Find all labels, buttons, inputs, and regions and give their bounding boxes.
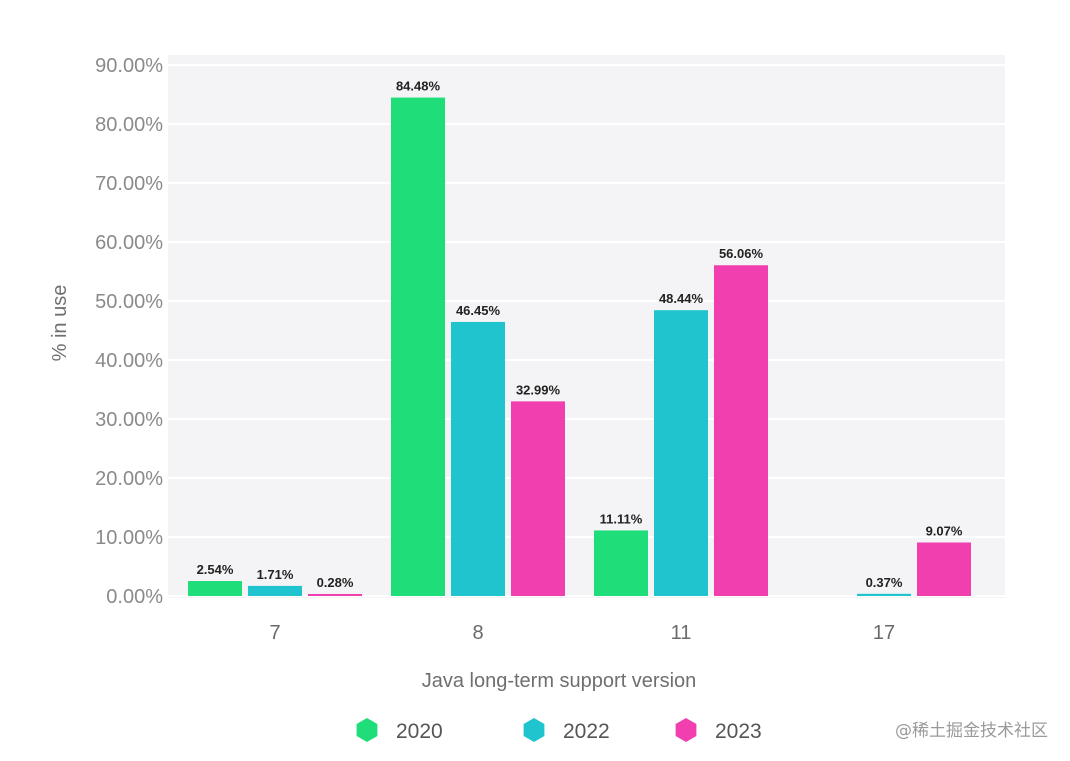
legend-label-2023: 2023 [715,720,762,743]
bar-2023-7 [308,594,362,596]
data-label: 0.28% [317,575,354,590]
x-tick-label: 7 [269,622,280,644]
y-tick-label: 0.00% [106,586,163,608]
bar-2022-7 [248,585,302,596]
y-tick-label: 80.00% [95,114,163,136]
legend: 2020 2022 2023 [356,718,762,743]
data-label: 56.06% [719,246,764,261]
x-tick-label: 17 [873,622,895,644]
y-tick-label: 40.00% [95,350,163,372]
bar-2020-8 [391,97,445,597]
y-tick-label: 90.00% [95,55,163,77]
plot-background [168,55,1005,598]
x-axis-title: Java long-term support version [422,670,697,692]
x-tick-label: 11 [671,622,692,644]
x-tick-label: 8 [472,622,483,644]
legend-label-2022: 2022 [563,720,610,743]
bar-2022-17 [857,593,911,596]
bar-2020-7 [188,581,242,596]
data-label: 1.71% [257,567,294,582]
bar-2023-11 [714,265,768,596]
bar-2022-11 [654,310,708,596]
y-tick-label: 60.00% [95,232,163,254]
bar-2023-17 [917,542,971,596]
bars [188,97,971,597]
data-label: 84.48% [396,79,441,94]
y-tick-label: 10.00% [95,527,163,549]
y-tick-label: 30.00% [95,409,163,431]
data-label: 46.45% [456,303,501,318]
bar-2022-8 [451,321,505,596]
y-tick-label: 20.00% [95,468,163,490]
legend-marker-2020 [356,718,378,742]
y-tick-label: 50.00% [95,291,163,313]
legend-marker-2022 [523,718,545,742]
legend-label-2020: 2020 [396,720,443,743]
y-axis-title: % in use [49,285,71,362]
data-label: 32.99% [516,382,561,397]
y-axis-ticks: 0.00% 10.00% 20.00% 30.00% 40.00% 50.00% 60.00… [95,55,163,608]
data-label: 0.37% [866,575,903,590]
watermark: @稀土掘金技术社区 [895,721,1048,741]
data-label: 2.54% [197,562,234,577]
data-label: 11.11% [600,511,643,526]
bar-2023-8 [511,401,565,596]
legend-marker-2023 [675,718,697,742]
data-label: 9.07% [926,523,963,538]
data-label: 48.44% [659,291,704,306]
data-labels: 2.54% 1.71% 0.28% 84.48% 46.45% 32.99% 11.11% 4… [197,79,963,590]
y-tick-label: 70.00% [95,173,163,195]
x-axis-ticks: 7 8 11 17 [269,622,895,644]
gridlines [168,64,1005,597]
bar-2020-11 [594,530,648,596]
